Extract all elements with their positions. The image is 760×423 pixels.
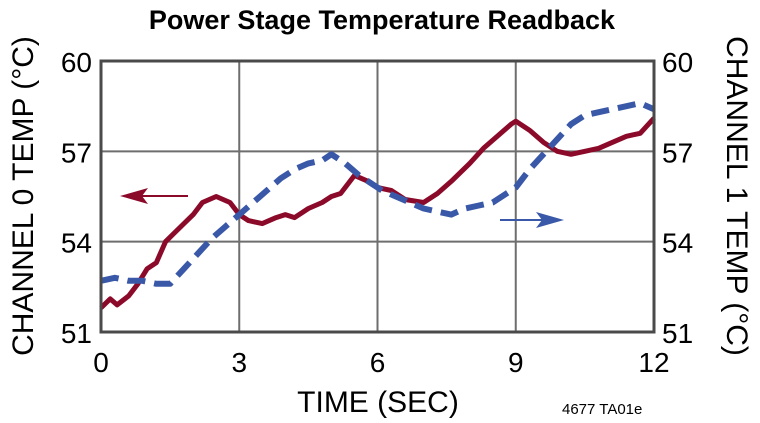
left-y-axis-ticks: 60 57 54 51 <box>61 47 92 349</box>
left-y-axis-label: CHANNEL 0 TEMP (°C) <box>7 36 40 356</box>
x-tick-label: 9 <box>508 347 524 378</box>
right-y-tick-label: 54 <box>662 228 693 259</box>
figure-id-note: 4677 TA01e <box>562 401 642 418</box>
x-tick-label: 12 <box>638 347 669 378</box>
x-axis-label: TIME (SEC) <box>297 386 459 419</box>
right-y-axis-ticks: 60 57 54 51 <box>662 47 693 349</box>
left-y-tick-label: 60 <box>61 47 92 78</box>
right-y-tick-label: 60 <box>662 47 693 78</box>
x-tick-label: 0 <box>93 347 109 378</box>
channel-1-line <box>100 100 656 287</box>
channel1-axis-arrow <box>500 212 564 228</box>
arrow-right-icon <box>536 212 564 228</box>
right-y-tick-label: 51 <box>662 318 693 349</box>
right-y-axis-label: CHANNEL 1 TEMP (°C) <box>720 36 753 356</box>
left-y-tick-label: 51 <box>61 318 92 349</box>
left-y-tick-label: 54 <box>61 228 92 259</box>
channel-0-line <box>99 116 656 310</box>
x-axis-ticks: 0 3 6 9 12 <box>93 347 669 378</box>
arrow-left-icon <box>120 188 148 204</box>
channel0-axis-arrow <box>120 188 188 204</box>
series-lines <box>99 100 656 310</box>
right-y-tick-label: 57 <box>662 137 693 168</box>
plot-frame <box>99 59 656 334</box>
left-y-tick-label: 57 <box>61 137 92 168</box>
chart-title: Power Stage Temperature Readback <box>149 5 616 35</box>
grid-lines <box>101 61 654 332</box>
x-tick-label: 3 <box>231 347 247 378</box>
x-tick-label: 6 <box>370 347 386 378</box>
